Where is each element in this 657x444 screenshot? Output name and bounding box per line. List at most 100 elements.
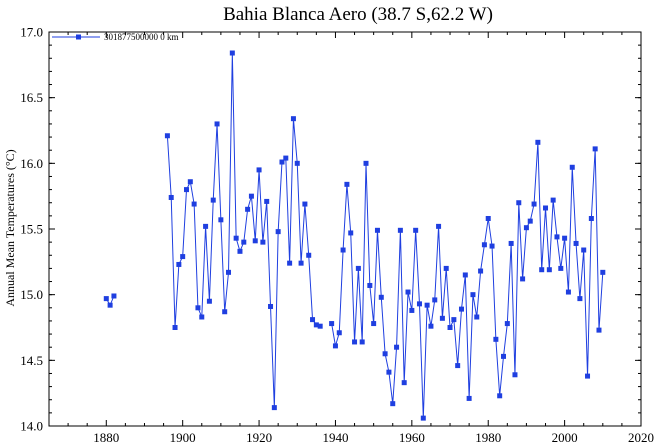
data-point — [294, 160, 300, 166]
data-point — [516, 200, 522, 206]
data-point — [489, 243, 495, 249]
y-tick-label: 14.0 — [20, 419, 43, 434]
data-point — [592, 146, 598, 152]
data-point — [585, 373, 591, 379]
data-point — [428, 323, 434, 329]
data-point — [424, 302, 430, 308]
data-point — [470, 292, 476, 298]
data-point — [504, 321, 510, 327]
data-point — [222, 309, 228, 315]
data-point — [214, 121, 220, 127]
data-point — [386, 369, 392, 375]
data-point — [237, 248, 243, 254]
data-point — [371, 321, 377, 327]
data-point — [562, 235, 568, 241]
data-point — [466, 395, 472, 401]
data-point — [268, 303, 274, 309]
legend-marker — [76, 34, 81, 40]
data-point — [298, 260, 304, 266]
data-point — [546, 267, 552, 273]
data-point — [543, 205, 549, 211]
data-point — [352, 339, 358, 345]
data-point — [382, 351, 388, 357]
data-point — [233, 235, 239, 241]
data-point — [416, 301, 422, 307]
data-point — [275, 229, 281, 235]
data-point — [203, 223, 209, 229]
data-point — [478, 268, 484, 274]
data-point — [336, 330, 342, 336]
data-point — [485, 215, 491, 221]
x-tick-label: 2000 — [552, 430, 578, 444]
data-point — [394, 344, 400, 350]
data-point — [287, 260, 293, 266]
data-point — [206, 298, 212, 304]
data-point — [573, 240, 579, 246]
data-point — [527, 218, 533, 224]
data-point — [363, 160, 369, 166]
data-point — [378, 294, 384, 300]
data-point — [474, 314, 480, 320]
data-point — [455, 363, 461, 369]
data-point — [481, 242, 487, 248]
data-point — [359, 339, 365, 345]
series-layer — [103, 50, 606, 421]
data-point — [172, 325, 178, 330]
data-point — [390, 401, 396, 407]
data-point — [458, 306, 464, 312]
data-point — [252, 238, 258, 244]
data-point — [168, 194, 174, 200]
data-point — [451, 317, 457, 323]
data-point — [596, 327, 602, 333]
y-tick-label: 15.0 — [20, 287, 43, 302]
data-point — [355, 265, 361, 271]
data-point — [210, 197, 216, 203]
data-point — [260, 239, 266, 245]
x-tick-label: 2020 — [628, 430, 654, 444]
data-point — [397, 227, 403, 233]
data-point — [508, 240, 514, 246]
data-point — [558, 265, 564, 271]
y-axis-label: Annual Mean Temperatures (°C) — [3, 149, 17, 306]
data-point — [523, 225, 529, 231]
data-point — [283, 155, 289, 161]
data-point — [241, 239, 247, 245]
data-point — [245, 206, 251, 212]
data-point — [256, 167, 262, 173]
x-tick-label: 1900 — [170, 430, 196, 444]
data-point — [493, 336, 499, 342]
data-point — [111, 293, 117, 299]
data-point — [581, 247, 587, 253]
data-point — [348, 230, 354, 236]
data-point — [229, 50, 235, 56]
data-point — [340, 247, 346, 253]
data-point — [180, 254, 186, 260]
data-point — [409, 307, 415, 313]
x-tick-label: 1940 — [322, 430, 348, 444]
chart-title: Bahia Blanca Aero (38.7 S,62.2 W) — [223, 4, 493, 25]
data-point — [187, 179, 193, 185]
data-point — [413, 227, 419, 233]
data-point — [520, 276, 526, 282]
x-tick-label: 1960 — [399, 430, 425, 444]
data-point — [588, 215, 594, 221]
data-point — [107, 302, 113, 308]
data-point — [164, 133, 170, 139]
data-point — [344, 181, 350, 187]
data-point — [565, 289, 571, 295]
data-point — [306, 252, 312, 258]
data-point — [302, 201, 308, 207]
data-point — [600, 269, 606, 275]
x-tick-label: 1880 — [93, 430, 119, 444]
data-point — [248, 193, 254, 199]
data-point — [310, 317, 316, 323]
data-point — [199, 314, 205, 320]
y-tick-label: 17.0 — [20, 25, 43, 40]
data-point — [512, 372, 518, 378]
data-point — [264, 198, 270, 204]
data-point — [550, 197, 556, 203]
y-tick-label: 14.5 — [20, 353, 43, 368]
y-tick-label: 16.0 — [20, 156, 43, 171]
data-point — [535, 139, 541, 145]
